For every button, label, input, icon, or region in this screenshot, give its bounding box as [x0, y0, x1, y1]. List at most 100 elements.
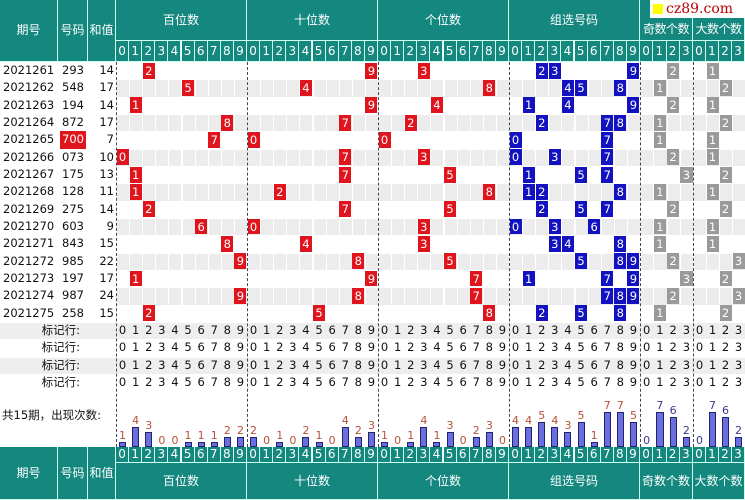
marker-digit[interactable]: 6 [197, 357, 205, 372]
marker-digit[interactable]: 1 [524, 322, 533, 337]
marker-digit[interactable]: 9 [629, 322, 638, 337]
marker-digit[interactable]: 5 [446, 375, 454, 390]
marker-digit[interactable]: 0 [118, 340, 127, 355]
marker-digit[interactable]: 0 [118, 375, 127, 390]
marker-digit[interactable]: 1 [656, 357, 664, 372]
marker-digit[interactable]: 4 [302, 375, 310, 390]
marker-digit[interactable]: 8 [616, 340, 624, 355]
marker-digit[interactable]: 5 [577, 322, 585, 337]
marker-digit[interactable]: 2 [538, 357, 546, 372]
marker-digit[interactable]: 7 [603, 340, 611, 355]
marker-digit[interactable]: 0 [511, 340, 520, 355]
marker-digit[interactable]: 4 [433, 340, 441, 355]
marker-digit[interactable]: 0 [642, 375, 651, 390]
marker-digit[interactable]: 3 [289, 340, 297, 355]
marker-digit[interactable]: 0 [695, 357, 704, 372]
marker-digit[interactable]: 6 [328, 357, 336, 372]
marker-digit[interactable]: 8 [485, 322, 493, 337]
marker-digit[interactable]: 3 [158, 375, 166, 390]
marker-digit[interactable]: 4 [171, 340, 179, 355]
marker-digit[interactable]: 3 [289, 322, 297, 337]
marker-digit[interactable]: 0 [249, 375, 258, 390]
marker-digit[interactable]: 2 [407, 357, 415, 372]
marker-digit[interactable]: 5 [315, 322, 323, 337]
marker-digit[interactable]: 8 [223, 357, 231, 372]
marker-digit[interactable]: 0 [695, 322, 704, 337]
marker-digit[interactable]: 9 [498, 322, 507, 337]
marker-digit[interactable]: 6 [590, 375, 598, 390]
marker-digit[interactable]: 3 [420, 357, 428, 372]
marker-digit[interactable]: 1 [524, 375, 533, 390]
marker-digit[interactable]: 2 [669, 340, 677, 355]
marker-digit[interactable]: 6 [197, 375, 205, 390]
marker-digit[interactable]: 5 [577, 375, 585, 390]
marker-digit[interactable]: 8 [616, 375, 624, 390]
marker-digit[interactable]: 2 [145, 357, 153, 372]
marker-digit[interactable]: 8 [616, 357, 624, 372]
marker-digit[interactable]: 1 [131, 375, 140, 390]
marker-digit[interactable]: 3 [682, 340, 691, 355]
marker-digit[interactable]: 4 [433, 357, 441, 372]
marker-digit[interactable]: 0 [642, 357, 651, 372]
marker-digit[interactable]: 8 [485, 357, 493, 372]
marker-digit[interactable]: 2 [145, 340, 153, 355]
marker-digit[interactable]: 3 [289, 357, 297, 372]
marker-digit[interactable]: 1 [262, 375, 271, 390]
marker-digit[interactable]: 9 [367, 357, 376, 372]
marker-digit[interactable]: 5 [446, 322, 454, 337]
marker-digit[interactable]: 1 [524, 340, 533, 355]
marker-digit[interactable]: 0 [380, 322, 389, 337]
marker-digit[interactable]: 7 [341, 357, 349, 372]
marker-digit[interactable]: 1 [708, 375, 717, 390]
marker-digit[interactable]: 9 [367, 340, 376, 355]
marker-digit[interactable]: 4 [171, 322, 179, 337]
marker-digit[interactable]: 3 [420, 322, 428, 337]
marker-digit[interactable]: 9 [629, 357, 638, 372]
marker-digit[interactable]: 5 [577, 357, 585, 372]
marker-digit[interactable]: 4 [564, 322, 572, 337]
marker-digit[interactable]: 1 [524, 357, 533, 372]
marker-digit[interactable]: 1 [393, 322, 402, 337]
marker-digit[interactable]: 1 [656, 375, 664, 390]
marker-digit[interactable]: 0 [249, 340, 258, 355]
marker-digit[interactable]: 7 [341, 322, 349, 337]
marker-digit[interactable]: 3 [682, 375, 691, 390]
marker-digit[interactable]: 3 [158, 357, 166, 372]
marker-digit[interactable]: 0 [642, 322, 651, 337]
marker-digit[interactable]: 3 [734, 322, 743, 337]
marker-digit[interactable]: 5 [446, 357, 454, 372]
marker-digit[interactable]: 0 [642, 340, 651, 355]
marker-digit[interactable]: 9 [367, 375, 376, 390]
marker-digit[interactable]: 6 [590, 340, 598, 355]
marker-digit[interactable]: 9 [367, 322, 376, 337]
marker-digit[interactable]: 0 [695, 375, 704, 390]
marker-digit[interactable]: 2 [721, 322, 730, 337]
marker-digit[interactable]: 5 [184, 340, 192, 355]
marker-digit[interactable]: 3 [420, 375, 428, 390]
marker-digit[interactable]: 7 [603, 322, 611, 337]
marker-digit[interactable]: 1 [131, 322, 140, 337]
marker-digit[interactable]: 2 [276, 322, 284, 337]
marker-digit[interactable]: 8 [354, 322, 362, 337]
marker-digit[interactable]: 8 [223, 340, 231, 355]
marker-digit[interactable]: 2 [145, 322, 153, 337]
marker-digit[interactable]: 4 [564, 357, 572, 372]
marker-digit[interactable]: 9 [629, 375, 638, 390]
marker-digit[interactable]: 0 [380, 375, 389, 390]
marker-digit[interactable]: 9 [629, 340, 638, 355]
marker-digit[interactable]: 9 [498, 340, 507, 355]
marker-digit[interactable]: 4 [302, 322, 310, 337]
marker-digit[interactable]: 2 [276, 357, 284, 372]
marker-digit[interactable]: 6 [459, 340, 467, 355]
marker-digit[interactable]: 1 [656, 322, 664, 337]
marker-digit[interactable]: 1 [131, 357, 140, 372]
marker-digit[interactable]: 4 [433, 375, 441, 390]
marker-digit[interactable]: 3 [682, 322, 691, 337]
marker-digit[interactable]: 8 [354, 340, 362, 355]
marker-digit[interactable]: 8 [354, 375, 362, 390]
marker-digit[interactable]: 0 [380, 340, 389, 355]
marker-digit[interactable]: 8 [223, 322, 231, 337]
marker-digit[interactable]: 0 [118, 322, 127, 337]
marker-digit[interactable]: 5 [577, 340, 585, 355]
marker-digit[interactable]: 3 [734, 375, 743, 390]
